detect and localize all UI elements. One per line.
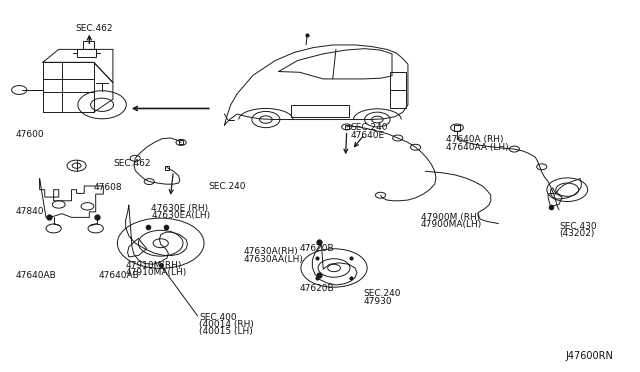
Text: 47620B: 47620B <box>300 244 334 253</box>
Text: 47640A (RH): 47640A (RH) <box>446 135 504 144</box>
Text: 47640E: 47640E <box>351 131 385 140</box>
Text: SEC.462: SEC.462 <box>113 159 150 169</box>
Text: 47840: 47840 <box>15 207 44 217</box>
Text: 47900MA(LH): 47900MA(LH) <box>420 220 482 229</box>
Text: SEC.400: SEC.400 <box>199 312 237 321</box>
Text: 47630E (RH): 47630E (RH) <box>151 203 208 213</box>
Text: 47910M(RH): 47910M(RH) <box>125 261 182 270</box>
Text: 47630AA(LH): 47630AA(LH) <box>244 254 303 264</box>
Text: (40015 (LH): (40015 (LH) <box>199 327 253 336</box>
Text: 47608: 47608 <box>94 183 122 192</box>
Text: 47630EA(LH): 47630EA(LH) <box>151 211 211 220</box>
Text: SEC.240: SEC.240 <box>364 289 401 298</box>
Text: SEC.240: SEC.240 <box>351 123 388 132</box>
Text: 47600: 47600 <box>15 130 44 139</box>
Text: 47640AB: 47640AB <box>99 271 140 280</box>
Bar <box>83 41 95 49</box>
Text: J47600RN: J47600RN <box>565 351 613 361</box>
Text: 47620B: 47620B <box>300 284 334 293</box>
Text: 47640AB: 47640AB <box>16 271 57 280</box>
Text: (40014 (RH): (40014 (RH) <box>199 320 254 329</box>
Text: 47640AA (LH): 47640AA (LH) <box>446 143 509 152</box>
Text: 47930: 47930 <box>364 297 392 306</box>
Bar <box>77 49 96 57</box>
Text: 47900M (RH): 47900M (RH) <box>420 213 480 222</box>
Bar <box>291 105 349 116</box>
Text: 47630A(RH): 47630A(RH) <box>244 247 298 256</box>
Text: 47910MA(LH): 47910MA(LH) <box>125 268 187 277</box>
Text: SEC.430: SEC.430 <box>559 222 596 231</box>
Text: SEC.240: SEC.240 <box>209 182 246 191</box>
Bar <box>390 71 406 109</box>
Text: (43202): (43202) <box>559 230 595 238</box>
Text: SEC.462: SEC.462 <box>75 24 113 33</box>
